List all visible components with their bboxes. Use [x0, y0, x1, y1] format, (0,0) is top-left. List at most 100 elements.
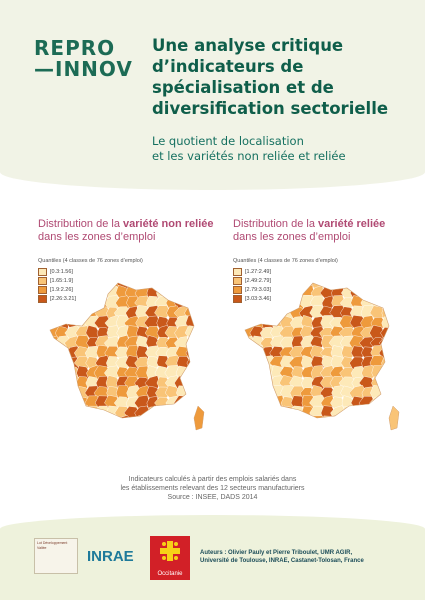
employment-zone	[269, 305, 285, 320]
employment-zone	[359, 283, 378, 291]
authors-credit: Auteurs : Olivier Pauly et Pierre Tribou…	[200, 549, 400, 565]
panel-title: Distribution de la variété reliée dans l…	[233, 218, 413, 244]
employment-zone	[54, 415, 73, 418]
inrae-logo: INRAE	[87, 548, 134, 565]
region-occitanie-logo: Occitanie	[150, 536, 190, 580]
employment-zone	[260, 415, 275, 418]
logo-line-1: REPRO	[34, 36, 116, 60]
employment-zone	[73, 416, 90, 418]
employment-zone	[350, 283, 366, 291]
employment-zone	[66, 385, 80, 401]
employment-zone	[300, 415, 315, 418]
legend-swatch	[233, 294, 242, 303]
france-outline	[244, 282, 390, 419]
employment-zone	[259, 283, 276, 290]
employment-zone	[291, 415, 305, 418]
employment-zone	[83, 415, 100, 418]
employment-zone	[184, 365, 194, 380]
employment-zone	[270, 283, 287, 290]
employment-zone	[259, 285, 277, 300]
employment-zone	[165, 405, 181, 418]
employment-zone	[95, 283, 111, 290]
page-title: Une analyse critique d’indicateurs de sp…	[152, 36, 389, 118]
source-line-1: Indicateurs calculés à partir des emploi…	[128, 476, 297, 483]
employment-zone	[164, 283, 181, 291]
legend-item: [1.9:2.26]	[38, 285, 218, 294]
employment-zone	[64, 415, 82, 418]
source-note: Indicateurs calculés à partir des emploi…	[80, 475, 345, 502]
employment-zone	[250, 306, 266, 321]
employment-zone	[50, 345, 62, 361]
employment-zone	[250, 285, 267, 301]
employment-zone	[134, 415, 151, 418]
panel-title-prefix: Distribution de la	[233, 218, 318, 230]
employment-zone	[245, 355, 256, 369]
employment-zone	[154, 405, 172, 418]
employment-zone	[74, 405, 91, 418]
employment-zone	[245, 395, 257, 410]
employment-zone	[74, 283, 91, 291]
employment-zone	[380, 376, 389, 391]
employment-zone	[55, 305, 72, 320]
panel-title-prefix: Distribution de la	[38, 218, 123, 230]
employment-zone	[281, 283, 297, 291]
employment-zone	[341, 415, 355, 418]
employment-zone	[50, 395, 61, 411]
employment-zone	[370, 405, 387, 418]
employment-zone	[249, 283, 266, 291]
legend-swatch	[233, 276, 242, 285]
occitanie-label: Occitanie	[157, 571, 183, 577]
legend-swatch	[38, 294, 47, 303]
employment-zone	[378, 286, 389, 300]
employment-zone	[329, 415, 345, 418]
employment-zone	[271, 285, 285, 300]
employment-zone	[76, 287, 91, 300]
employment-zone	[321, 415, 335, 418]
legend-title: Quantiles (4 classes de 76 zones d’emplo…	[38, 258, 143, 264]
employment-zone	[309, 415, 327, 418]
panel-unrelated-variety: Distribution de la variété non reliée da…	[38, 218, 218, 458]
employment-zone	[144, 414, 161, 418]
employment-zone	[280, 415, 298, 418]
legend-label: [0.3:1.56]	[50, 268, 73, 275]
map-zones	[50, 283, 194, 418]
panel-title-bold: variété non reliée	[123, 218, 214, 230]
legend-item: [1.65:1.9]	[38, 276, 218, 285]
page-subtitle: Le quotient de localisation et les varié…	[152, 134, 412, 164]
employment-zone	[54, 285, 71, 301]
employment-zone	[258, 376, 275, 390]
employment-zone	[245, 366, 255, 381]
header-band	[0, 0, 425, 190]
france-map-unrelated	[49, 282, 205, 431]
employment-zone	[115, 415, 133, 418]
panel-title: Distribution de la variété non reliée da…	[38, 218, 218, 244]
employment-zone	[245, 384, 256, 400]
employment-zone	[174, 406, 192, 418]
source-line-3: Source : INSEE, DADS 2014	[167, 494, 258, 501]
employment-zone	[54, 406, 73, 418]
panel-title-suffix: dans les zones d’emploi	[38, 231, 156, 243]
legend-item: [3.03:3.46]	[233, 294, 413, 303]
employment-zone	[50, 416, 60, 418]
employment-zone	[135, 283, 153, 290]
france-map-related	[244, 282, 400, 431]
employment-zone	[64, 396, 83, 410]
authors-line-2: Université de Toulouse, INRAE, Castanet-…	[200, 558, 364, 564]
employment-zone	[381, 366, 389, 381]
employment-zone	[50, 295, 61, 311]
employment-zone	[250, 395, 265, 409]
logo-line-2: —INNOV	[34, 57, 133, 81]
employment-zone	[186, 386, 194, 401]
employment-zone	[186, 295, 194, 311]
employment-zone	[270, 405, 286, 418]
employment-zone	[55, 397, 71, 411]
map-legend: [1.27:2.49] [2.49:2.79] [2.79:3.03] [3.0…	[233, 267, 413, 303]
employment-zone	[96, 415, 113, 418]
employment-zone	[251, 405, 266, 418]
employment-zone	[251, 365, 267, 382]
france-outline	[49, 282, 195, 419]
employment-zone	[351, 415, 367, 418]
employment-zone	[370, 285, 387, 301]
employment-zone	[360, 405, 375, 418]
legend-label: [2.26:3.21]	[50, 295, 76, 302]
